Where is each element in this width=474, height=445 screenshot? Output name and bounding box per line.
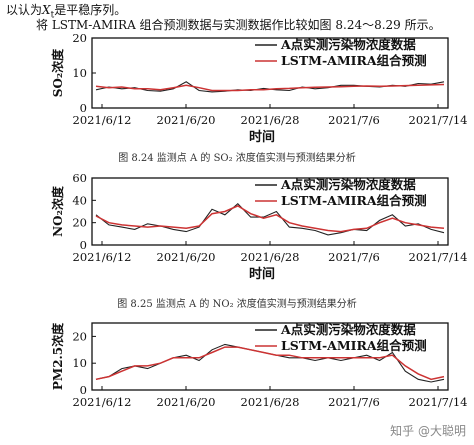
legend-entry: LSTM-AMIRA组合预测 [281,193,427,208]
legend-entry: A点实测污染物浓度数据 [280,177,416,192]
x-tick-label: 2021/7/14 [409,250,468,264]
x-tick-label: 2021/7/6 [328,113,380,127]
series-line-predicted [95,346,445,381]
legend-entry: A点实测污染物浓度数据 [280,37,416,52]
y-tick-label: 0 [80,101,87,115]
chart-2: 0 20 40 60 2021/6/12 2021/6/20 2021/6/28 2021/7… [50,171,467,282]
x-tick-label: 2021/6/12 [73,113,132,127]
series-line-actual [95,202,445,236]
y-axis-label: PM2.5浓度 [50,322,65,390]
body-text-line-1: 以认为Xt是平稳序列。 [6,3,127,21]
x-tick-label: 2021/6/12 [73,395,132,409]
y-tick-label: 60 [72,171,87,185]
legend-entry: LSTM-AMIRA组合预测 [281,338,427,353]
x-axis-label: 时间 [249,266,275,282]
x-tick-label: 2021/7/14 [409,113,468,127]
series-line-predicted [95,205,445,233]
x-tick-label: 2021/7/14 [409,395,468,409]
series-line-predicted [95,83,445,92]
legend-entry: LSTM-AMIRA组合预测 [281,53,427,68]
legend-entry: A点实测污染物浓度数据 [280,322,416,337]
x-tick-label: 2021/6/28 [241,250,300,264]
y-tick-label: 0 [80,238,87,252]
figure-caption-8-24: 图 8.24 监测点 A 的 SO₂ 浓度值实测与预测结果分析 [118,153,356,164]
chart-3: 0 10 20 2021/6/12 2021/6/20 2021/6/28 2021/7/6… [50,322,467,409]
y-tick-label: 0 [80,383,87,397]
figure-caption-8-25: 图 8.25 监测点 A 的 NO₂ 浓度值实测与预测结果分析 [117,299,357,310]
y-tick-label: 20 [72,216,87,230]
x-tick-label: 2021/6/20 [157,250,216,264]
x-tick-label: 2021/6/20 [157,395,216,409]
y-tick-label: 10 [72,66,87,80]
x-tick-label: 2021/7/6 [328,250,380,264]
x-tick-label: 2021/6/12 [73,250,132,264]
watermark: 知乎 @大聪明 [390,424,466,438]
x-tick-label: 2021/7/6 [328,395,380,409]
y-tick-label: 10 [72,356,87,370]
x-tick-label: 2021/6/20 [157,113,216,127]
y-axis-label: SO₂浓度 [50,48,65,97]
y-tick-label: 40 [72,193,87,207]
body-text-line-2: 将 LSTM-AMIRA 组合预测数据与实测数据作比较如图 8.24～8.29 … [36,18,441,32]
x-tick-label: 2021/6/28 [241,395,300,409]
chart-1: 0 10 20 2021/6/12 2021/6/20 2021/6/28 2021/7/6… [50,31,467,145]
y-axis-label: NO₂浓度 [50,185,65,237]
x-tick-label: 2021/6/28 [241,113,300,127]
y-tick-label: 20 [72,31,87,45]
x-axis-label: 时间 [249,129,275,145]
y-tick-label: 20 [72,329,87,343]
series-line-actual [95,81,445,93]
